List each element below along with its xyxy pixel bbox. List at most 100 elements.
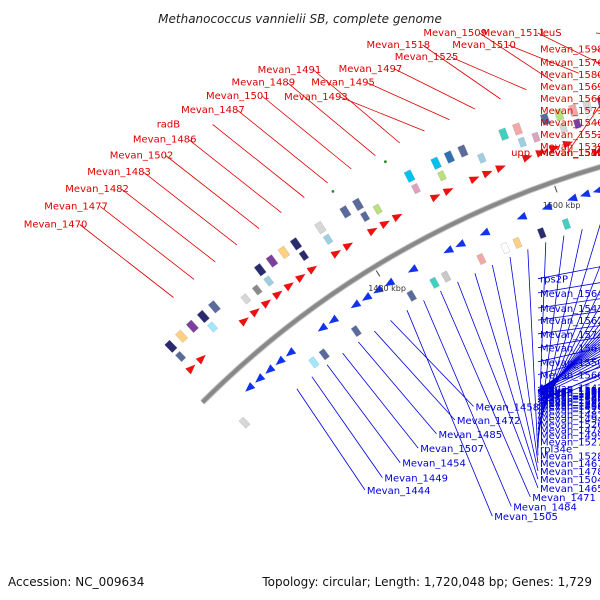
- forward-gene-label[interactable]: Mevan_1511: [482, 28, 546, 39]
- reverse-gene-label[interactable]: Mevan_1504: [540, 475, 600, 486]
- reverse-gene-label[interactable]: Mevan_1520: [540, 392, 600, 403]
- reverse-gene-label[interactable]: Mevan_1505: [494, 512, 558, 523]
- forward-gene-label[interactable]: radB: [157, 120, 181, 131]
- reverse-gene-label[interactable]: Mevan_1472: [457, 416, 521, 427]
- forward-gene-label[interactable]: Mevan_1517: [540, 148, 600, 159]
- forward-gene-label[interactable]: Mevan_1516: [540, 148, 600, 159]
- reverse-gene-label[interactable]: rpl34e: [540, 444, 572, 455]
- forward-gene-arrow: [271, 290, 283, 300]
- reverse-gene-label[interactable]: Mevan_1474: [540, 425, 600, 436]
- reverse-gene-label[interactable]: Mevan_1562: [540, 316, 600, 327]
- forward-gene-label[interactable]: Mevan_1545: [540, 148, 600, 159]
- reverse-gene-label[interactable]: Mevan_1506: [540, 395, 600, 406]
- forward-gene-label[interactable]: Mevan_1556: [540, 148, 600, 159]
- reverse-gene-label[interactable]: Mevan_1494: [540, 415, 600, 426]
- reverse-gene-label[interactable]: Mevan_1567: [540, 344, 600, 355]
- reverse-gene-label[interactable]: Mevan_1528: [540, 451, 600, 462]
- reverse-gene-label[interactable]: Mevan_1507: [420, 444, 484, 455]
- forward-gene-label[interactable]: Mevan_1534: [540, 148, 600, 159]
- forward-gene-label[interactable]: Mevan_1501: [206, 91, 270, 102]
- forward-gene-label[interactable]: Mevan_1495: [311, 78, 375, 89]
- forward-gene-label[interactable]: Mevan_1509: [423, 28, 487, 39]
- reverse-gene-label[interactable]: Mevan_1471: [532, 493, 596, 504]
- forward-gene-label[interactable]: Mevan_1482: [65, 184, 129, 195]
- forward-gene-label[interactable]: Mevan_1483: [87, 167, 151, 178]
- reverse-gene-label[interactable]: Mevan_1444: [367, 486, 431, 497]
- forward-gene-label[interactable]: Mevan_1571: [540, 106, 600, 117]
- reverse-gene-label[interactable]: Mevan_1514: [540, 386, 600, 397]
- forward-gene-label[interactable]: Mevan_1540: [540, 118, 600, 129]
- forward-gene-label[interactable]: Mevan_1569: [540, 82, 600, 93]
- reverse-gene-label[interactable]: Mevan_1536: [540, 401, 600, 412]
- forward-gene-label[interactable]: Mevan_1513: [540, 148, 600, 159]
- reverse-gene-label[interactable]: Mevan_1503: [540, 388, 600, 399]
- forward-gene-label[interactable]: Mevan_1525: [395, 52, 459, 63]
- reverse-gene-label[interactable]: Mevan_1467: [540, 459, 600, 470]
- forward-gene-label[interactable]: Mevan_1546: [540, 148, 600, 159]
- reverse-gene-label[interactable]: Mevan_1537: [540, 387, 600, 398]
- reverse-gene-label[interactable]: ilvH: [540, 391, 559, 402]
- forward-gene-label[interactable]: Mevan_1470: [24, 220, 88, 231]
- forward-gene-label[interactable]: Mevan_1489: [232, 78, 296, 89]
- reverse-gene-label[interactable]: Mevan_1523: [540, 406, 600, 417]
- reverse-gene-label[interactable]: Mevan_1485: [439, 430, 503, 441]
- reverse-gene-label[interactable]: Mevan_1564: [540, 289, 600, 300]
- reverse-gene-label[interactable]: Mevan_1481: [540, 410, 600, 421]
- reverse-gene-label[interactable]: Mevan_1558: [540, 388, 600, 399]
- reverse-gene-label[interactable]: rps2P: [540, 275, 568, 286]
- forward-gene-label[interactable]: Mevan_1539: [540, 142, 600, 153]
- reverse-gene-label[interactable]: Mevan_1508: [540, 387, 600, 398]
- reverse-gene-label[interactable]: Mevan_1488: [540, 393, 600, 404]
- forward-gene-label[interactable]: Mevan_1533: [540, 148, 600, 159]
- reverse-gene-label[interactable]: Mevan_1543: [540, 304, 600, 315]
- reverse-gene-label[interactable]: Mevan_1465: [540, 484, 600, 495]
- reverse-gene-label[interactable]: Mevan_1526: [540, 420, 600, 431]
- forward-gene-label[interactable]: leuS: [540, 28, 562, 39]
- reverse-gene-label[interactable]: Mevan_1478: [540, 467, 600, 478]
- forward-gene-label[interactable]: Mevan_1551: [540, 148, 600, 159]
- forward-gene-label[interactable]: upp: [511, 148, 530, 159]
- reverse-gene-label[interactable]: Mevan_1449: [384, 474, 448, 485]
- forward-gene-label[interactable]: Mevan_1552: [540, 130, 600, 141]
- reverse-gene-label[interactable]: Mevan_1560: [540, 371, 600, 382]
- reverse-gene-arrow: [541, 202, 553, 210]
- reverse-gene-label[interactable]: Mevan_1522: [540, 386, 600, 397]
- forward-gene-label[interactable]: Mevan_1515: [540, 148, 600, 159]
- forward-gene-label[interactable]: Mevan_1531: [540, 148, 600, 159]
- reverse-gene-label[interactable]: Mevan_1547: [540, 384, 600, 395]
- reverse-gene-label[interactable]: Mevan_1454: [402, 459, 466, 470]
- reverse-gene-label[interactable]: Mevan_1484: [513, 502, 577, 513]
- forward-gene-label[interactable]: Mevan_1493: [284, 92, 348, 103]
- forward-gene-label[interactable]: Mevan_1486: [133, 135, 197, 146]
- forward-gene-label[interactable]: Mevan_1487: [181, 105, 245, 116]
- gene-label-layer[interactable]: Mevan_1598Mevan_1576leuSMevan_1580Mevan_…: [24, 28, 600, 523]
- reverse-gene-label[interactable]: Mevan_1574: [540, 330, 600, 341]
- forward-gene-arrow: [521, 155, 533, 163]
- forward-gene-label[interactable]: Mevan_1532: [540, 148, 600, 159]
- reverse-gene-arrow: [516, 211, 528, 220]
- reverse-gene-label[interactable]: Mevan_1527: [540, 438, 600, 449]
- forward-gene-label[interactable]: Mevan_1502: [110, 151, 174, 162]
- reverse-gene-label[interactable]: Mevan_1498: [540, 402, 600, 413]
- forward-gene-label[interactable]: Mevan_1576: [540, 58, 600, 69]
- reverse-gene-label[interactable]: Mevan_1529: [540, 396, 600, 407]
- reverse-gene-label[interactable]: Mevan_1550: [540, 358, 600, 369]
- forward-gene-label[interactable]: Mevan_1518: [367, 40, 431, 51]
- forward-gene-label[interactable]: Mevan_1477: [44, 201, 108, 212]
- forward-gene-label[interactable]: Mevan_1510: [452, 40, 516, 51]
- reverse-gene-label[interactable]: Mevan_1458: [476, 402, 540, 413]
- reverse-gene-label[interactable]: Mevan_1557: [540, 398, 600, 409]
- forward-gene-label[interactable]: Mevan_1497: [339, 64, 403, 75]
- forward-gene-label[interactable]: Mevan_1548: [540, 148, 600, 159]
- forward-gene-label[interactable]: Mevan_1598: [540, 45, 600, 56]
- reverse-gene-label[interactable]: Mevan_1559: [540, 386, 600, 397]
- reverse-gene-label[interactable]: Mevan_1521: [540, 398, 600, 409]
- reverse-gene-label[interactable]: Mevan_1499: [540, 431, 600, 442]
- forward-gene-label[interactable]: Mevan_1535: [540, 148, 600, 159]
- forward-gene-label[interactable]: Mevan_1491: [258, 65, 322, 76]
- reverse-gene-label[interactable]: Mevan_1538: [540, 390, 600, 401]
- reverse-gene-label[interactable]: Mevan_1519: [540, 389, 600, 400]
- forward-gene-label[interactable]: Mevan_1568: [540, 94, 600, 105]
- forward-gene-label[interactable]: Mevan_1580: [540, 70, 600, 81]
- feature-box: [314, 220, 327, 235]
